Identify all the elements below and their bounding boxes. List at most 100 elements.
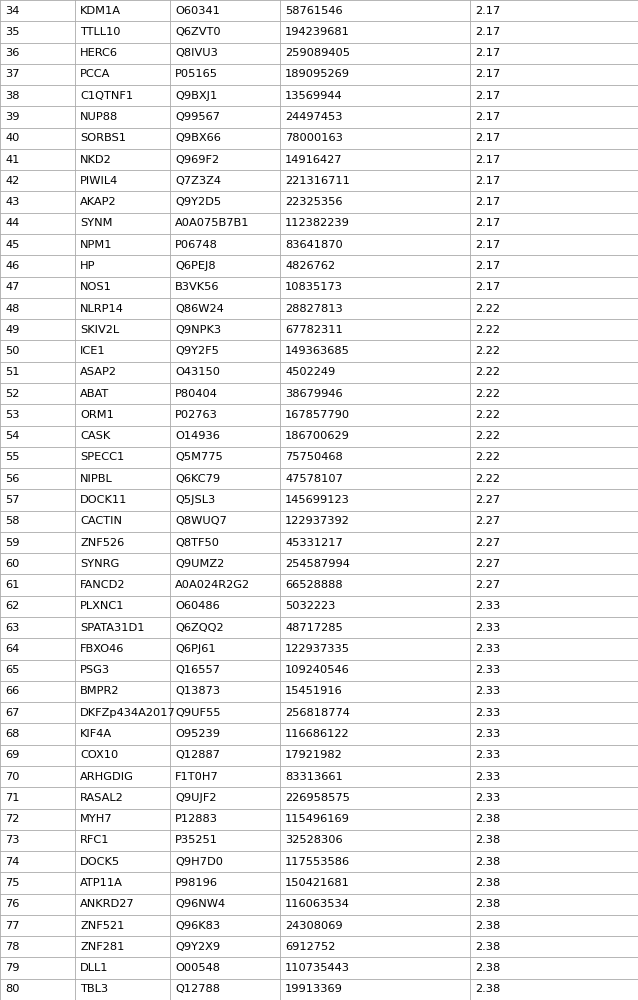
Text: A0A024R2G2: A0A024R2G2 — [175, 580, 250, 590]
Text: Q5M775: Q5M775 — [175, 452, 223, 462]
Text: O43150: O43150 — [175, 367, 220, 377]
Text: Q12788: Q12788 — [175, 984, 220, 994]
Text: Q8IVU3: Q8IVU3 — [175, 48, 218, 58]
Text: O60486: O60486 — [175, 601, 220, 611]
Text: 2.17: 2.17 — [475, 112, 500, 122]
Text: DOCK11: DOCK11 — [80, 495, 128, 505]
Text: O95239: O95239 — [175, 729, 220, 739]
Text: 115496169: 115496169 — [285, 814, 350, 824]
Text: Q86W24: Q86W24 — [175, 304, 224, 314]
Text: RASAL2: RASAL2 — [80, 793, 124, 803]
Text: 109240546: 109240546 — [285, 665, 350, 675]
Text: Q13873: Q13873 — [175, 686, 220, 696]
Text: 2.38: 2.38 — [475, 857, 500, 867]
Text: Q96K83: Q96K83 — [175, 921, 220, 931]
Text: ZNF526: ZNF526 — [80, 538, 124, 548]
Text: 5032223: 5032223 — [285, 601, 336, 611]
Text: CACTIN: CACTIN — [80, 516, 122, 526]
Text: O14936: O14936 — [175, 431, 220, 441]
Text: 42: 42 — [5, 176, 19, 186]
Text: 2.27: 2.27 — [475, 495, 500, 505]
Text: 28827813: 28827813 — [285, 304, 343, 314]
Text: 71: 71 — [5, 793, 20, 803]
Text: 34: 34 — [5, 6, 20, 16]
Text: ASAP2: ASAP2 — [80, 367, 117, 377]
Text: 2.38: 2.38 — [475, 899, 500, 909]
Text: PCCA: PCCA — [80, 69, 110, 79]
Text: O00548: O00548 — [175, 963, 220, 973]
Text: Q7Z3Z4: Q7Z3Z4 — [175, 176, 221, 186]
Text: 54: 54 — [5, 431, 20, 441]
Text: Q9Y2D5: Q9Y2D5 — [175, 197, 221, 207]
Text: AKAP2: AKAP2 — [80, 197, 117, 207]
Text: FBXO46: FBXO46 — [80, 644, 124, 654]
Text: 2.38: 2.38 — [475, 878, 500, 888]
Text: Q9Y2X9: Q9Y2X9 — [175, 942, 220, 952]
Text: 46: 46 — [5, 261, 19, 271]
Text: 254587994: 254587994 — [285, 559, 350, 569]
Text: 259089405: 259089405 — [285, 48, 350, 58]
Text: F1T0H7: F1T0H7 — [175, 772, 219, 782]
Text: 2.38: 2.38 — [475, 942, 500, 952]
Text: 60: 60 — [5, 559, 20, 569]
Text: ABAT: ABAT — [80, 389, 109, 399]
Text: 122937392: 122937392 — [285, 516, 350, 526]
Text: PLXNC1: PLXNC1 — [80, 601, 124, 611]
Text: P98196: P98196 — [175, 878, 218, 888]
Text: 24308069: 24308069 — [285, 921, 343, 931]
Text: C1QTNF1: C1QTNF1 — [80, 91, 133, 101]
Text: Q6PEJ8: Q6PEJ8 — [175, 261, 216, 271]
Text: Q9BX66: Q9BX66 — [175, 133, 221, 143]
Text: P12883: P12883 — [175, 814, 218, 824]
Text: 58: 58 — [5, 516, 20, 526]
Text: 48: 48 — [5, 304, 20, 314]
Text: A0A075B7B1: A0A075B7B1 — [175, 218, 249, 228]
Text: 19913369: 19913369 — [285, 984, 343, 994]
Text: 47578107: 47578107 — [285, 474, 343, 484]
Text: 6912752: 6912752 — [285, 942, 336, 952]
Text: 36: 36 — [5, 48, 20, 58]
Text: 76: 76 — [5, 899, 20, 909]
Text: DOCK5: DOCK5 — [80, 857, 120, 867]
Text: ICE1: ICE1 — [80, 346, 106, 356]
Text: Q6ZQQ2: Q6ZQQ2 — [175, 623, 224, 633]
Text: 116686122: 116686122 — [285, 729, 350, 739]
Text: 56: 56 — [5, 474, 20, 484]
Text: 10835173: 10835173 — [285, 282, 343, 292]
Text: 2.27: 2.27 — [475, 580, 500, 590]
Text: 77: 77 — [5, 921, 20, 931]
Text: 47: 47 — [5, 282, 20, 292]
Text: 55: 55 — [5, 452, 20, 462]
Text: 75: 75 — [5, 878, 20, 888]
Text: Q9UF55: Q9UF55 — [175, 708, 221, 718]
Text: 2.22: 2.22 — [475, 389, 500, 399]
Text: 2.33: 2.33 — [475, 665, 500, 675]
Text: 73: 73 — [5, 835, 20, 845]
Text: MYH7: MYH7 — [80, 814, 113, 824]
Text: 2.38: 2.38 — [475, 814, 500, 824]
Text: TBL3: TBL3 — [80, 984, 108, 994]
Text: Q5JSL3: Q5JSL3 — [175, 495, 216, 505]
Text: ORM1: ORM1 — [80, 410, 114, 420]
Text: FANCD2: FANCD2 — [80, 580, 126, 590]
Text: KIF4A: KIF4A — [80, 729, 112, 739]
Text: 67782311: 67782311 — [285, 325, 343, 335]
Text: 221316711: 221316711 — [285, 176, 350, 186]
Text: 4502249: 4502249 — [285, 367, 336, 377]
Text: 50: 50 — [5, 346, 20, 356]
Text: 83313661: 83313661 — [285, 772, 343, 782]
Text: 2.33: 2.33 — [475, 623, 500, 633]
Text: SORBS1: SORBS1 — [80, 133, 126, 143]
Text: Q8TF50: Q8TF50 — [175, 538, 219, 548]
Text: 2.33: 2.33 — [475, 644, 500, 654]
Text: O60341: O60341 — [175, 6, 220, 16]
Text: 78000163: 78000163 — [285, 133, 343, 143]
Text: Q16557: Q16557 — [175, 665, 220, 675]
Text: BMPR2: BMPR2 — [80, 686, 119, 696]
Text: NLRP14: NLRP14 — [80, 304, 124, 314]
Text: 2.27: 2.27 — [475, 559, 500, 569]
Text: SYNRG: SYNRG — [80, 559, 119, 569]
Text: 150421681: 150421681 — [285, 878, 350, 888]
Text: 2.33: 2.33 — [475, 686, 500, 696]
Text: 64: 64 — [5, 644, 19, 654]
